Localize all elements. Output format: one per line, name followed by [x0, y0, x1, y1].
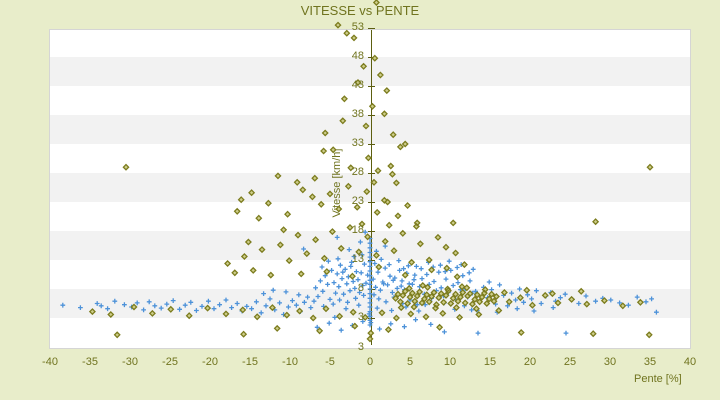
y-axis-tick [368, 57, 375, 58]
y-axis-tick [368, 173, 375, 174]
x-tick-label: 10 [443, 356, 457, 368]
grid-band [50, 115, 690, 144]
y-axis-tick [368, 202, 375, 203]
x-tick-label: 25 [563, 356, 577, 368]
x-tick-label: -35 [82, 356, 98, 368]
grid-band [50, 260, 690, 289]
y-tick-label: 8 [357, 282, 364, 294]
y-axis-tick [368, 115, 375, 116]
y-tick-label: 53 [351, 21, 364, 33]
y-tick-label: 48 [351, 50, 364, 62]
grid-band [50, 57, 690, 86]
grid-band [50, 86, 690, 115]
y-axis-tick [368, 318, 375, 319]
grid-band [50, 30, 690, 57]
y-tick-label: 3 [357, 311, 364, 323]
x-tick-label: -20 [202, 356, 218, 368]
x-axis-title: Pente [%] [634, 373, 682, 385]
x-tick-label: -25 [162, 356, 178, 368]
grid-band [50, 289, 690, 318]
y-tick-label: 28 [351, 166, 364, 178]
x-tick-label: -40 [42, 356, 58, 368]
x-tick-label: -5 [325, 356, 335, 368]
x-tick-label: 5 [406, 356, 414, 368]
grid-band [50, 173, 690, 202]
x-tick-label: -15 [242, 356, 258, 368]
x-tick-label: 30 [603, 356, 617, 368]
plot-area [49, 28, 691, 349]
x-tick-label: 0 [366, 356, 374, 368]
y-tick-label: 43 [351, 79, 364, 91]
y-axis-line [371, 30, 372, 345]
grid-band [50, 318, 690, 348]
x-tick-label: -10 [282, 356, 298, 368]
y-axis-min-label: 3 [357, 341, 364, 353]
y-axis-tick [368, 289, 375, 290]
x-tick-label: 40 [683, 356, 697, 368]
y-tick-label: 38 [351, 108, 364, 120]
y-axis-tick [368, 86, 375, 87]
grid-band [50, 144, 690, 173]
x-tick-label: 15 [483, 356, 497, 368]
y-tick-label: 33 [351, 137, 364, 149]
y-tick-label: 23 [351, 195, 364, 207]
x-tick-label: 20 [523, 356, 537, 368]
y-tick-label: 18 [351, 224, 364, 236]
y-axis-tick [368, 231, 375, 232]
x-tick-label: -30 [122, 356, 138, 368]
y-tick-label: 13 [351, 253, 364, 265]
y-axis-tick [368, 144, 375, 145]
grid-band [50, 202, 690, 231]
chart-title: VITESSE vs PENTE [300, 3, 420, 18]
y-axis-tick [368, 260, 375, 261]
x-tick-label: 35 [643, 356, 657, 368]
grid-band [50, 231, 690, 260]
y-axis-tick [368, 28, 375, 29]
